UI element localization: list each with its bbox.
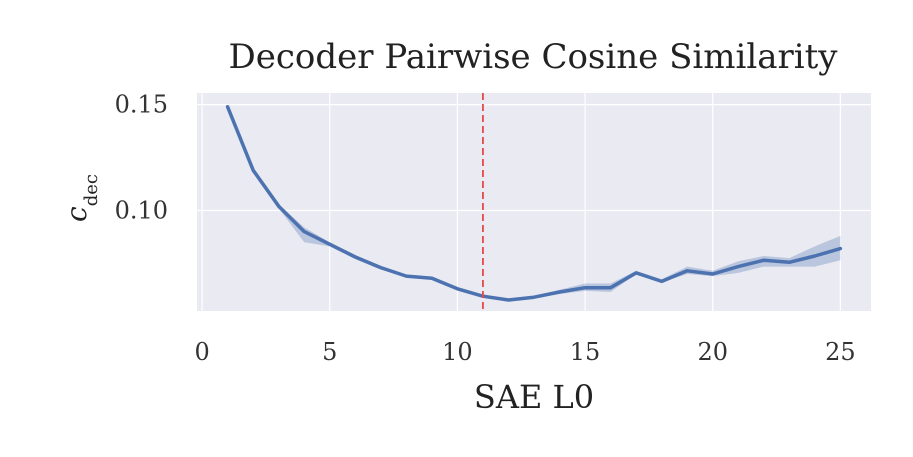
y-tick-labels: 0.10 0.15 xyxy=(115,91,168,225)
x-axis-label: SAE L0 xyxy=(474,378,594,416)
x-tick-labels: 0 5 10 15 20 25 xyxy=(194,338,855,366)
x-tick-label: 0 xyxy=(194,338,209,366)
y-axis-label: cdec xyxy=(60,174,102,222)
y-tick-label: 0.10 xyxy=(115,196,168,224)
series-line-layer xyxy=(225,105,843,302)
plot-area xyxy=(197,93,871,311)
y-axis-label-subscript: dec xyxy=(81,174,102,206)
series-line xyxy=(225,105,843,302)
x-tick-label: 20 xyxy=(697,338,728,366)
x-tick-label: 10 xyxy=(442,338,473,366)
y-axis-label-group: cdec xyxy=(60,174,102,222)
y-tick-label: 0.15 xyxy=(115,91,168,119)
grid xyxy=(197,93,871,311)
x-tick-label: 5 xyxy=(322,338,337,366)
y-axis-label-main: c xyxy=(60,206,93,222)
chart-title: Decoder Pairwise Cosine Similarity xyxy=(229,37,839,77)
x-tick-label: 15 xyxy=(570,338,601,366)
x-tick-label: 25 xyxy=(825,338,856,366)
